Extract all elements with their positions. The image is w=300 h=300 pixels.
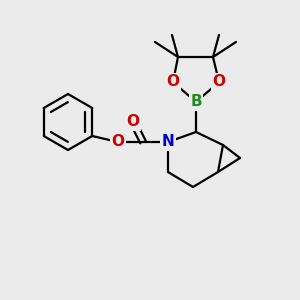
Text: O: O: [212, 74, 226, 89]
Text: B: B: [190, 94, 202, 110]
Text: N: N: [162, 134, 174, 149]
Text: O: O: [167, 74, 179, 89]
Text: O: O: [112, 134, 124, 149]
Text: O: O: [127, 115, 140, 130]
